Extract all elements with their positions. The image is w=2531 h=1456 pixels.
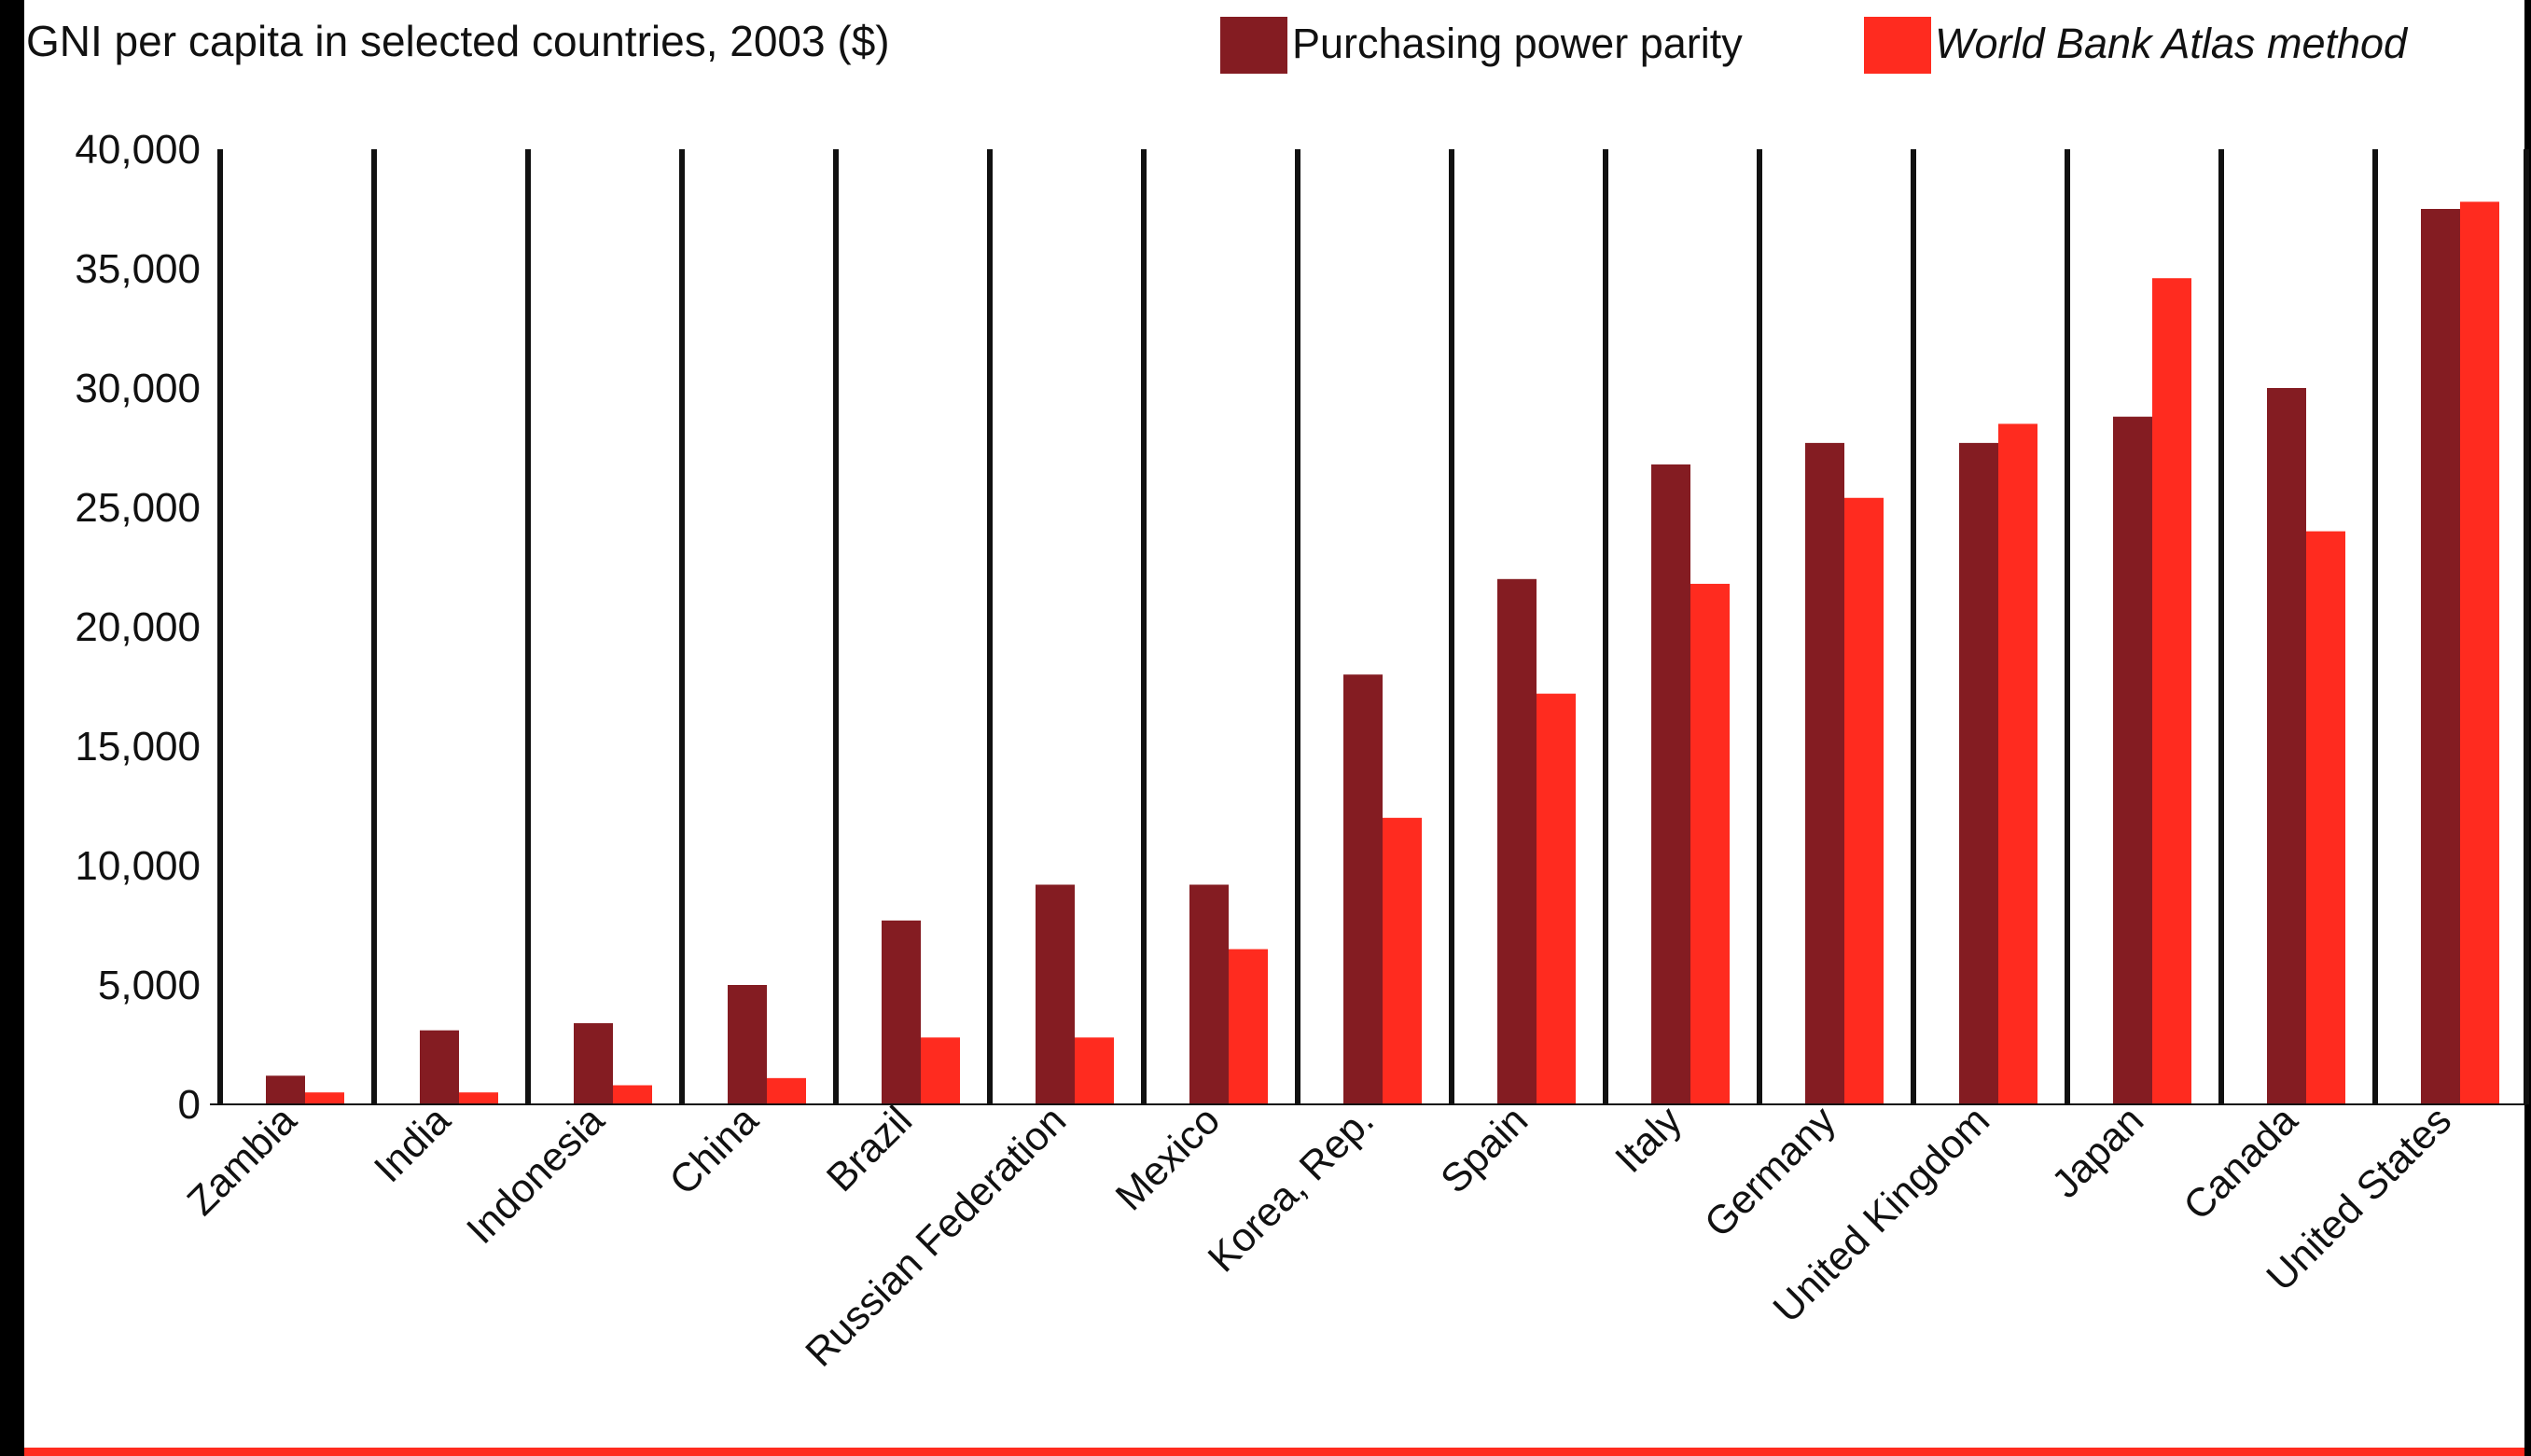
legend-swatch-world-bank-atlas-method <box>1864 17 1931 74</box>
chart-panel <box>24 0 2524 1456</box>
bar-japan-world-bank-atlas-method <box>2152 278 2191 1104</box>
bar-united-states-world-bank-atlas-method <box>2460 201 2499 1104</box>
bar-india-purchasing-power-parity <box>420 1030 459 1104</box>
legend-label-world-bank-atlas-method: World Bank Atlas method <box>1935 20 2409 67</box>
bar-zambia-purchasing-power-parity <box>266 1075 305 1104</box>
bar-mexico-world-bank-atlas-method <box>1229 949 1268 1104</box>
y-tick-label-30-000: 30,000 <box>75 366 201 411</box>
bar-korea-rep-purchasing-power-parity <box>1343 674 1383 1104</box>
bar-japan-purchasing-power-parity <box>2113 416 2152 1105</box>
category-dividers <box>217 149 2529 1104</box>
bar-korea-rep-world-bank-atlas-method <box>1383 817 1422 1104</box>
legend-swatch-purchasing-power-parity <box>1220 17 1287 74</box>
chart-legend: Purchasing power parity World Bank Atlas … <box>1220 17 2409 74</box>
y-tick-label-20-000: 20,000 <box>75 604 201 650</box>
bar-mexico-purchasing-power-parity <box>1189 884 1229 1104</box>
bar-italy-world-bank-atlas-method <box>1690 583 1730 1104</box>
legend-label-purchasing-power-parity: Purchasing power parity <box>1292 20 1743 67</box>
bar-united-kingdom-purchasing-power-parity <box>1959 442 1998 1104</box>
bar-russian-federation-world-bank-atlas-method <box>1075 1037 1114 1104</box>
y-tick-label-15-000: 15,000 <box>75 724 201 770</box>
y-tick-label-10-000: 10,000 <box>75 843 201 889</box>
y-tick-label-0: 0 <box>178 1082 201 1128</box>
bar-canada-purchasing-power-parity <box>2267 388 2306 1104</box>
bar-germany-world-bank-atlas-method <box>1844 497 1884 1104</box>
y-tick-label-40-000: 40,000 <box>75 127 201 173</box>
bar-china-world-bank-atlas-method <box>767 1077 806 1104</box>
bar-germany-purchasing-power-parity <box>1805 442 1844 1104</box>
bar-zambia-world-bank-atlas-method <box>305 1092 344 1104</box>
bar-brazil-world-bank-atlas-method <box>921 1037 960 1104</box>
y-tick-label-25-000: 25,000 <box>75 485 201 531</box>
bar-spain-world-bank-atlas-method <box>1537 693 1576 1104</box>
chart-title: GNI per capita in selected countries, 20… <box>26 17 890 65</box>
footer-rule <box>24 1448 2524 1456</box>
bars <box>266 201 2499 1105</box>
bar-indonesia-world-bank-atlas-method <box>613 1085 652 1104</box>
bar-indonesia-purchasing-power-parity <box>574 1022 613 1104</box>
y-axis-ticks: 0 5,000 10,000 15,000 20,000 25,000 30,000 35,0… <box>75 127 201 1128</box>
y-tick-label-35-000: 35,000 <box>75 246 201 292</box>
bar-united-kingdom-world-bank-atlas-method <box>1998 423 2037 1104</box>
bar-spain-purchasing-power-parity <box>1497 578 1537 1104</box>
bar-russian-federation-purchasing-power-parity <box>1036 884 1075 1104</box>
bar-canada-world-bank-atlas-method <box>2306 531 2345 1104</box>
bar-united-states-purchasing-power-parity <box>2421 209 2460 1104</box>
bar-italy-purchasing-power-parity <box>1651 464 1690 1104</box>
bar-india-world-bank-atlas-method <box>459 1092 498 1104</box>
bar-brazil-purchasing-power-parity <box>882 920 921 1104</box>
y-tick-label-5-000: 5,000 <box>98 963 201 1008</box>
bar-china-purchasing-power-parity <box>728 985 767 1104</box>
